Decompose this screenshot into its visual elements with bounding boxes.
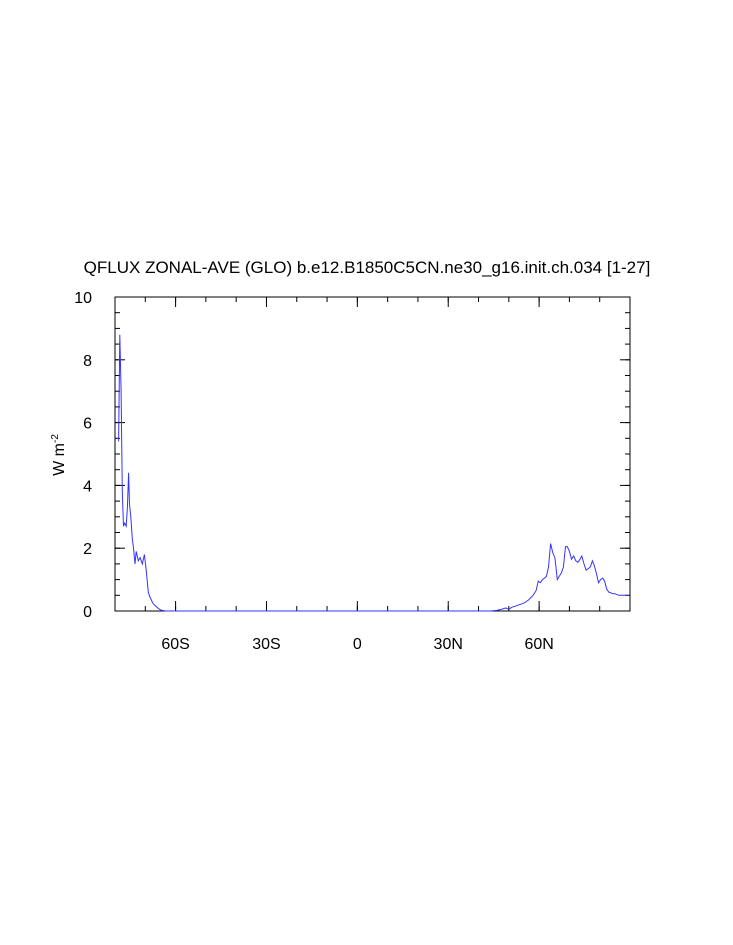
x-tick-label: 60N — [524, 636, 553, 653]
y-tick-label: 0 — [83, 604, 92, 621]
x-tick-label: 60S — [161, 636, 189, 653]
y-tick-label: 2 — [83, 541, 92, 558]
y-axis-label-main: W m — [51, 443, 68, 476]
x-tick-label: 30S — [252, 636, 280, 653]
y-tick-label: 10 — [74, 290, 92, 307]
chart-title: QFLUX ZONAL-AVE (GLO) b.e12.B1850C5CN.ne… — [84, 258, 651, 277]
y-tick-label: 8 — [83, 353, 92, 370]
x-tick-label: 30N — [434, 636, 463, 653]
plot-area: 60S 30S 0 30N 60N 0 2 4 6 8 10 — [74, 290, 631, 653]
plot-frame — [114, 296, 631, 612]
y-axis-label: W m-2 — [50, 434, 68, 476]
x-tick-label: 0 — [353, 636, 362, 653]
y-tick-label: 6 — [83, 416, 92, 433]
series-line-0 — [118, 334, 628, 612]
y-axis-label-superscript: -2 — [50, 434, 61, 443]
y-tick-label: 4 — [83, 478, 92, 495]
